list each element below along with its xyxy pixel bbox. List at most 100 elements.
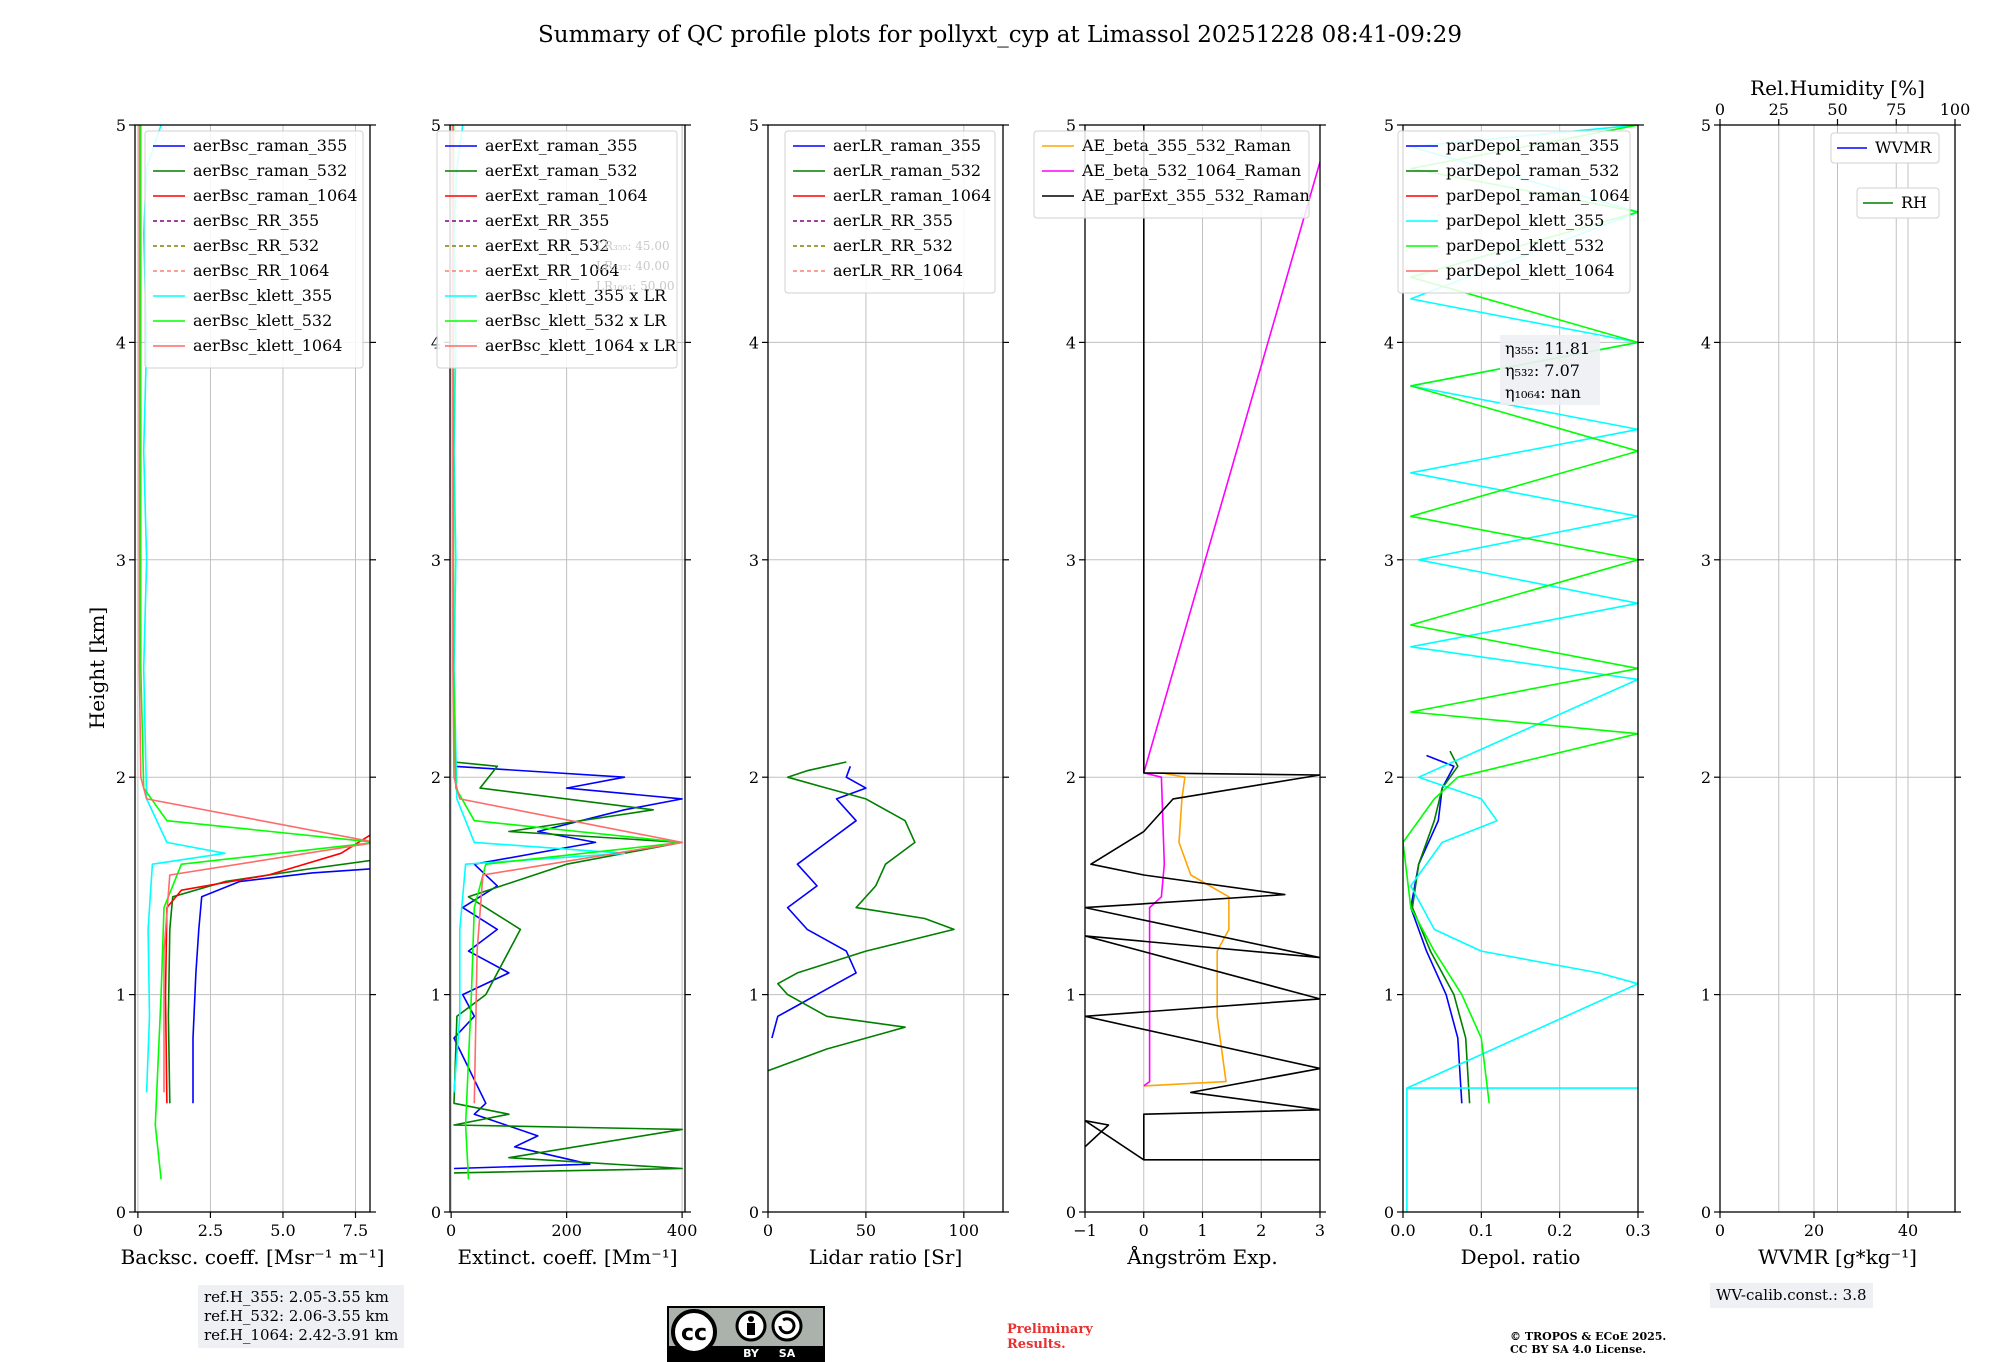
series-lines (138, 125, 370, 1180)
legend-box (1033, 130, 1310, 219)
legend-label: aerBsc_klett_355 x LR (485, 286, 667, 305)
chart-panel-5: 0.0 0.1 0.2 0.3 0 1 2 3 4 5 Depol. ratio parDepol_r… (1384, 116, 1651, 1269)
legend-label: aerBsc_RR_355 (193, 211, 319, 230)
y-tick-label: 5 (431, 116, 441, 135)
lr-annotation: LR₅₃₂: 40.00 (596, 259, 670, 273)
legend-label: aerBsc_klett_1064 x LR (485, 336, 677, 355)
legend-label: aerBsc_RR_532 (193, 236, 319, 255)
y-tick-label: 4 (1066, 333, 1076, 352)
legend-label: aerExt_raman_355 (485, 136, 638, 155)
series-lines (1403, 125, 1638, 1212)
y-tick-label: 0 (431, 1203, 441, 1222)
y-tick-label: 4 (749, 333, 759, 352)
x-tick-label: 0 (446, 1221, 456, 1240)
x-tick-label: 0.1 (1469, 1221, 1494, 1240)
legend-label: aerBsc_klett_355 (193, 286, 332, 305)
series-lines (452, 125, 683, 1180)
x-tick-label: 100 (949, 1221, 980, 1240)
y-tick-label: 4 (1384, 333, 1394, 352)
x-axis-label: WVMR [g*kg⁻¹] (1758, 1245, 1917, 1269)
legend-label: aerExt_RR_1064 (485, 261, 620, 280)
preliminary-note: Preliminary Results. (1007, 1322, 1093, 1352)
legend-label: aerLR_RR_532 (833, 236, 953, 255)
legend-label: aerBsc_raman_1064 (193, 186, 358, 205)
series-line-parDepol_klett_532 (1403, 125, 1638, 1104)
series-lines (1085, 125, 1320, 1161)
legend-box (1856, 187, 1940, 219)
legend-box (784, 130, 996, 294)
series-line-aerBsc_raman_355 (192, 868, 370, 1104)
x-axis-label: Depol. ratio (1461, 1245, 1581, 1269)
y-tick-label: 5 (116, 116, 126, 135)
y-tick-label: 2 (116, 768, 126, 787)
y-tick-label: 3 (1066, 551, 1076, 570)
y-tick-label: 0 (1384, 1203, 1394, 1222)
series-line-AE_beta_355_532_Raman (1143, 772, 1230, 1087)
x-axis-label: Backsc. coeff. [Msr⁻¹ m⁻¹] (121, 1245, 385, 1269)
x-tick-label: 0 (1139, 1221, 1149, 1240)
x-tick-label: 200 (551, 1221, 582, 1240)
chart-panel-1: 0 2.5 5.0 7.5 0 1 2 3 4 5 Backsc. coeff. [Msr⁻¹ m⁻… (116, 116, 385, 1269)
x-axis-label: Lidar ratio [Sr] (809, 1245, 963, 1269)
legend-label: parDepol_raman_355 (1446, 136, 1619, 155)
x-tick-label: 0 (133, 1221, 143, 1240)
legend: parDepol_raman_355 parDepol_raman_532 parD… (1397, 130, 1631, 294)
y-tick-label: 5 (1066, 116, 1076, 135)
legend-label: aerBsc_klett_532 x LR (485, 311, 667, 330)
series-lines (768, 761, 955, 1072)
top-x-tick-label: 0 (1715, 100, 1725, 119)
legend: aerLR_raman_355 aerLR_raman_532 aerLR_rama… (784, 130, 996, 294)
y-tick-label: 3 (116, 551, 126, 570)
figure-title: Summary of QC profile plots for pollyxt_… (538, 22, 1462, 48)
ref-height-1064: ref.H_1064: 2.42-3.91 km (204, 1326, 399, 1344)
legend-label: parDepol_klett_1064 (1446, 261, 1615, 280)
series-line-AE_parExt_355_532_Raman (1085, 125, 1320, 1161)
wv-calib-box: WV-calib.const.: 3.8 (1710, 1283, 1873, 1308)
x-tick-label: 400 (667, 1221, 698, 1240)
series-line-aerBsc_klett_355 (142, 125, 226, 1093)
legend: AE_beta_355_532_Raman AE_beta_532_1064_Ra… (1033, 130, 1310, 219)
series-line-parDepol_raman_532 (1411, 750, 1471, 1104)
x-tick-label: 50 (856, 1221, 876, 1240)
y-tick-label: 3 (749, 551, 759, 570)
legend-label: AE_beta_532_1064_Raman (1081, 161, 1301, 180)
chart-panel-2: 0 200 400 0 1 2 3 4 5 Extinct. coeff. [Mm⁻¹] aerEx… (431, 116, 698, 1269)
series-line-aerLR_raman_532 (768, 761, 955, 1072)
legend-label: parDepol_raman_1064 (1446, 186, 1630, 205)
y-tick-label: 0 (116, 1203, 126, 1222)
x-tick-label: 5.0 (270, 1221, 295, 1240)
y-tick-label: 3 (431, 551, 441, 570)
series-line-aerBsc_klett_1064 (138, 125, 370, 1093)
legend-label: aerBsc_RR_1064 (193, 261, 329, 280)
x-tick-label: 0.2 (1547, 1221, 1572, 1240)
legend: WVMR RH (1830, 132, 1940, 219)
y-tick-label: 1 (431, 986, 441, 1005)
y-tick-label: 0 (749, 1203, 759, 1222)
lr-annotation: LR₁₀₆₄: 50.00 (596, 279, 674, 293)
cc-sa-text: SA (779, 1347, 796, 1360)
y-tick-label: 1 (1066, 986, 1076, 1005)
y-tick-label: 4 (116, 333, 126, 352)
x-axis-label: Extinct. coeff. [Mm⁻¹] (457, 1245, 677, 1269)
legend-label: aerExt_raman_532 (485, 161, 638, 180)
legend: aerBsc_raman_355 aerBsc_raman_532 aerBsc_r… (144, 130, 364, 369)
y-tick-label: 0 (1701, 1203, 1711, 1222)
y-tick-label: 4 (431, 333, 441, 352)
top-x-tick-label: 75 (1886, 100, 1906, 119)
x-axis-label: Ångström Exp. (1126, 1244, 1277, 1269)
x-tick-label: 2.5 (198, 1221, 223, 1240)
legend-label: aerExt_raman_1064 (485, 186, 648, 205)
top-x-tick-label: 50 (1827, 100, 1847, 119)
y-tick-label: 3 (1701, 551, 1711, 570)
series-line-parDepol_raman_355 (1410, 754, 1463, 1104)
x-tick-label: 0.3 (1625, 1221, 1650, 1240)
eta-annotation: η₁₀₆₄: nan (1505, 383, 1581, 402)
legend-label: aerLR_raman_532 (833, 161, 981, 180)
legend-label: WVMR (1875, 138, 1932, 157)
x-tick-label: 7.5 (343, 1221, 368, 1240)
legend-label: aerBsc_raman_355 (193, 136, 347, 155)
legend-label: aerBsc_raman_532 (193, 161, 347, 180)
legend: aerExt_raman_355 aerExt_raman_532 aerExt_r… (436, 130, 678, 369)
cc-by-sa-badge: cc BY SA (667, 1306, 825, 1362)
